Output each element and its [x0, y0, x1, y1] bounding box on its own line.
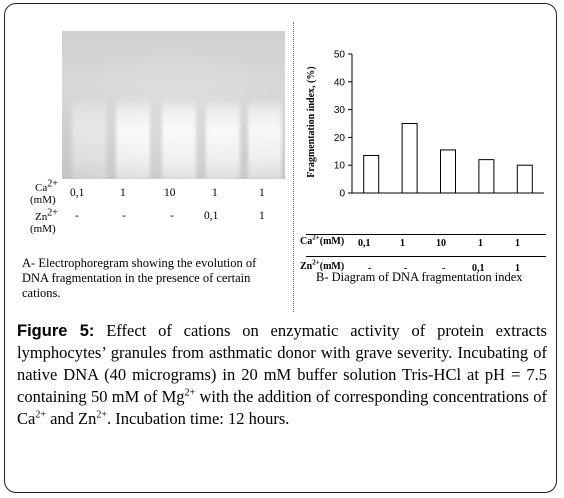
- gel-lane-3: [162, 97, 196, 179]
- panel-b-zn-value: -: [404, 263, 408, 274]
- panel-a-ca-value: 1: [259, 187, 265, 199]
- panel-a-zn-value: -: [170, 210, 174, 222]
- panel-divider: [293, 22, 294, 312]
- panel-b-zn-value: -: [442, 263, 446, 274]
- panel-a-zn-value: 1: [259, 210, 265, 222]
- panel-b-ca-value: 0,1: [358, 238, 371, 249]
- chart-bar: [516, 164, 533, 194]
- panel-b-table-mid-rule: [306, 256, 546, 257]
- panel-b-zn-value: 0,1: [472, 263, 485, 274]
- gel-lane-4: [206, 97, 240, 179]
- gel-lane-1: [72, 97, 106, 179]
- figure-caption: Figure 5: Effect of cations on enzymatic…: [17, 321, 547, 428]
- figure-label: Figure 5:: [17, 322, 95, 340]
- panel-a-caption: A- Electrophoregram showing the evolutio…: [22, 256, 257, 300]
- panel-b-table-top-rule: [306, 234, 546, 235]
- figure-frame: [4, 3, 557, 493]
- panel-b-zn-row-label: Zn2+(mM): [300, 258, 345, 272]
- panel-a-ca-value: 10: [164, 187, 176, 199]
- panel-a-ca-value: 0,1: [70, 187, 85, 199]
- electrophoresis-gel-image: [62, 31, 285, 179]
- chart-y-tick-label: 40: [334, 77, 346, 88]
- chart-bar: [440, 149, 456, 194]
- panel-b-ca-value: 10: [436, 238, 446, 249]
- chart-y-tick-label: 10: [334, 161, 346, 172]
- fragmentation-index-chart: 0 10 20 30 40 50 Fragmentation index, (%): [306, 50, 544, 200]
- panel-b-caption: B- Diagram of DNA fragmentation index: [316, 270, 523, 284]
- chart-y-tick-label: 50: [334, 50, 346, 61]
- chart-bar: [363, 154, 380, 194]
- panel-b-ca-value: 1: [515, 238, 520, 249]
- panel-a-zn-unit: (mM): [30, 223, 56, 235]
- panel-b-ca-value: 1: [478, 238, 483, 249]
- panel-a-ca-unit: (mM): [30, 194, 56, 206]
- panel-a-ca-label: Ca2+: [35, 178, 58, 194]
- panel-b-zn-value: -: [368, 263, 372, 274]
- panel-b-ca-value: 1: [400, 238, 405, 249]
- panel-a-ca-value: 1: [120, 187, 126, 199]
- chart-y-tick-label: 30: [334, 105, 346, 116]
- panel-a-zn-value: -: [122, 210, 126, 222]
- chart-bar: [401, 123, 418, 194]
- panel-a-zn-value: 0,1: [204, 210, 219, 222]
- gel-lane-2: [116, 97, 150, 179]
- chart-y-axis-label: Fragmentation index, (%): [306, 66, 317, 177]
- panel-b-zn-value: 1: [515, 263, 520, 274]
- panel-b-ca-row-label: Ca2+(mM): [300, 233, 345, 247]
- panel-a-ca-value: 1: [212, 187, 218, 199]
- chart-bar: [478, 159, 495, 194]
- chart-y-tick-label: 20: [334, 133, 346, 144]
- chart-y-tick-label: 0: [339, 189, 345, 200]
- gel-lane-5: [248, 97, 282, 179]
- panel-a-zn-label: Zn2+: [35, 207, 58, 223]
- panel-a-zn-value: -: [75, 210, 79, 222]
